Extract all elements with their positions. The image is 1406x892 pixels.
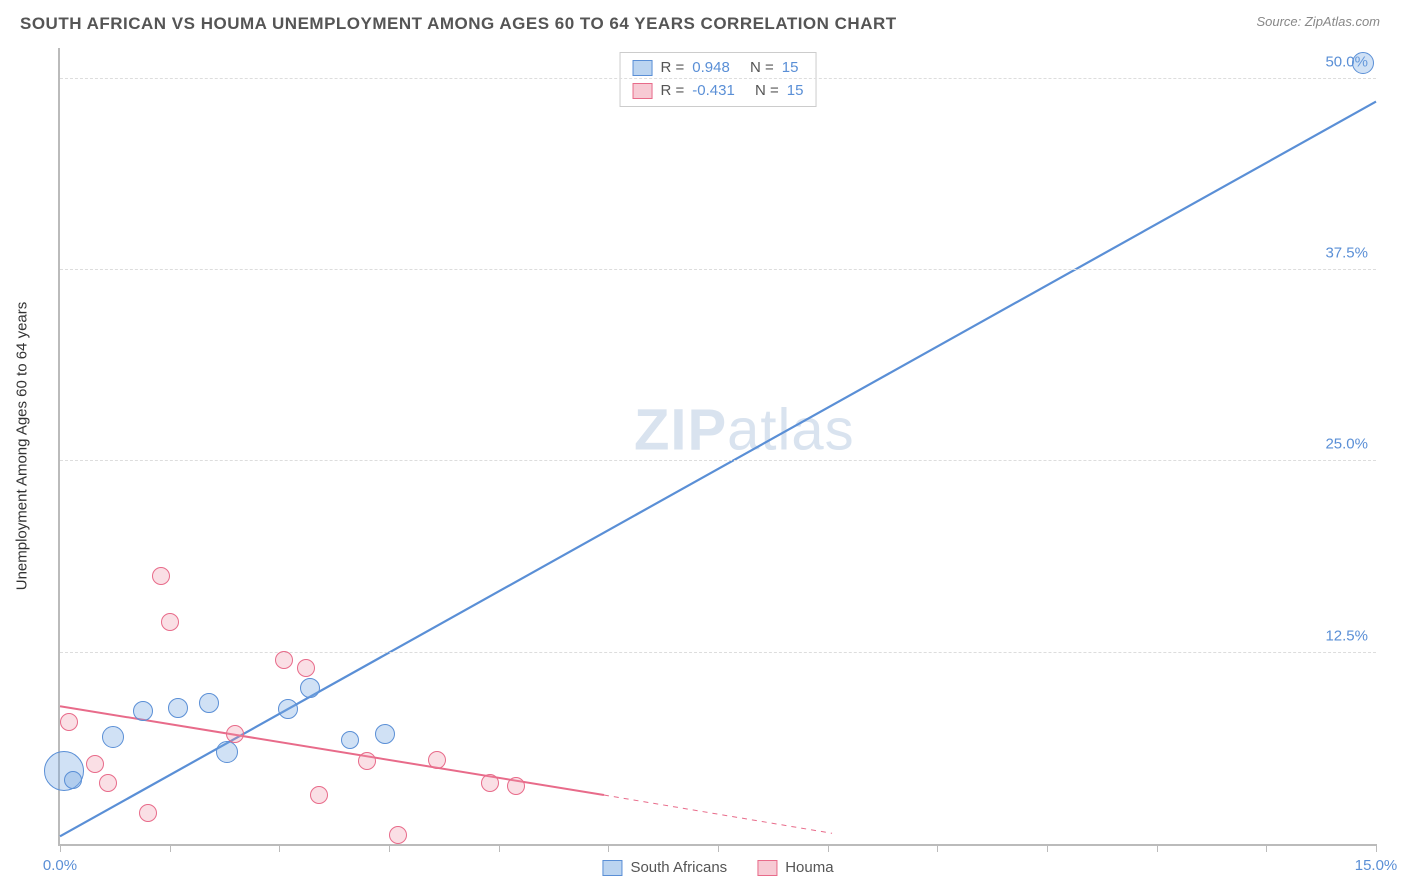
legend-row-blue: R = 0.948 N = 15 [633, 57, 804, 80]
x-tick [170, 844, 171, 852]
data-point [481, 774, 499, 792]
y-tick-label: 12.5% [1325, 627, 1368, 644]
data-point [199, 693, 219, 713]
legend-label: South Africans [630, 859, 727, 876]
data-point [297, 659, 315, 677]
data-point [64, 771, 82, 789]
x-tick [937, 844, 938, 852]
swatch-pink-icon [757, 860, 777, 876]
x-tick [718, 844, 719, 852]
watermark-bold: ZIP [634, 398, 727, 463]
data-point [168, 698, 188, 718]
legend-item-south-africans: South Africans [602, 859, 727, 876]
swatch-pink-icon [633, 83, 653, 99]
data-point [275, 651, 293, 669]
gridline [60, 460, 1376, 461]
x-tick-label: 15.0% [1355, 857, 1398, 874]
r-value: 0.948 [692, 57, 730, 80]
swatch-blue-icon [633, 60, 653, 76]
watermark-light: atlas [727, 398, 855, 463]
data-point [428, 751, 446, 769]
x-tick [60, 844, 61, 852]
data-point [389, 826, 407, 844]
plot-area: ZIPatlas R = 0.948 N = 15 R = -0.431 N =… [58, 48, 1376, 846]
legend-correlation: R = 0.948 N = 15 R = -0.431 N = 15 [620, 52, 817, 107]
legend-row-pink: R = -0.431 N = 15 [633, 80, 804, 103]
swatch-blue-icon [602, 860, 622, 876]
x-tick [279, 844, 280, 852]
data-point [375, 724, 395, 744]
y-tick-label: 25.0% [1325, 436, 1368, 453]
y-axis-title: Unemployment Among Ages 60 to 64 years [14, 302, 31, 591]
x-tick [389, 844, 390, 852]
gridline [60, 652, 1376, 653]
n-value: 15 [782, 57, 799, 80]
legend-label: Houma [785, 859, 833, 876]
data-point [300, 678, 320, 698]
r-label: R = [661, 57, 685, 80]
x-tick [1047, 844, 1048, 852]
data-point [1352, 52, 1374, 74]
data-point [358, 752, 376, 770]
data-point [99, 774, 117, 792]
r-label: R = [661, 80, 685, 103]
data-point [507, 777, 525, 795]
x-tick [1376, 844, 1377, 852]
data-point [152, 567, 170, 585]
data-point [139, 804, 157, 822]
data-point [133, 701, 153, 721]
trendlines-svg [60, 48, 1376, 844]
chart-container: SOUTH AFRICAN VS HOUMA UNEMPLOYMENT AMON… [0, 0, 1406, 892]
trend-line [604, 795, 832, 833]
n-label: N = [755, 80, 779, 103]
legend-series: South Africans Houma [602, 859, 833, 876]
x-tick [608, 844, 609, 852]
trend-line [60, 102, 1376, 837]
y-tick-label: 37.5% [1325, 244, 1368, 261]
n-value: 15 [787, 80, 804, 103]
x-tick [1157, 844, 1158, 852]
gridline [60, 78, 1376, 79]
x-tick [828, 844, 829, 852]
data-point [216, 741, 238, 763]
data-point [161, 613, 179, 631]
watermark: ZIPatlas [634, 397, 855, 464]
legend-item-houma: Houma [757, 859, 833, 876]
x-tick [499, 844, 500, 852]
x-tick-label: 0.0% [43, 857, 77, 874]
data-point [226, 725, 244, 743]
data-point [60, 713, 78, 731]
data-point [310, 786, 328, 804]
data-point [341, 731, 359, 749]
r-value: -0.431 [692, 80, 735, 103]
gridline [60, 269, 1376, 270]
data-point [278, 699, 298, 719]
data-point [102, 726, 124, 748]
data-point [86, 755, 104, 773]
x-tick [1266, 844, 1267, 852]
n-label: N = [750, 57, 774, 80]
chart-title: SOUTH AFRICAN VS HOUMA UNEMPLOYMENT AMON… [20, 14, 1386, 34]
source-label: Source: ZipAtlas.com [1256, 14, 1380, 29]
